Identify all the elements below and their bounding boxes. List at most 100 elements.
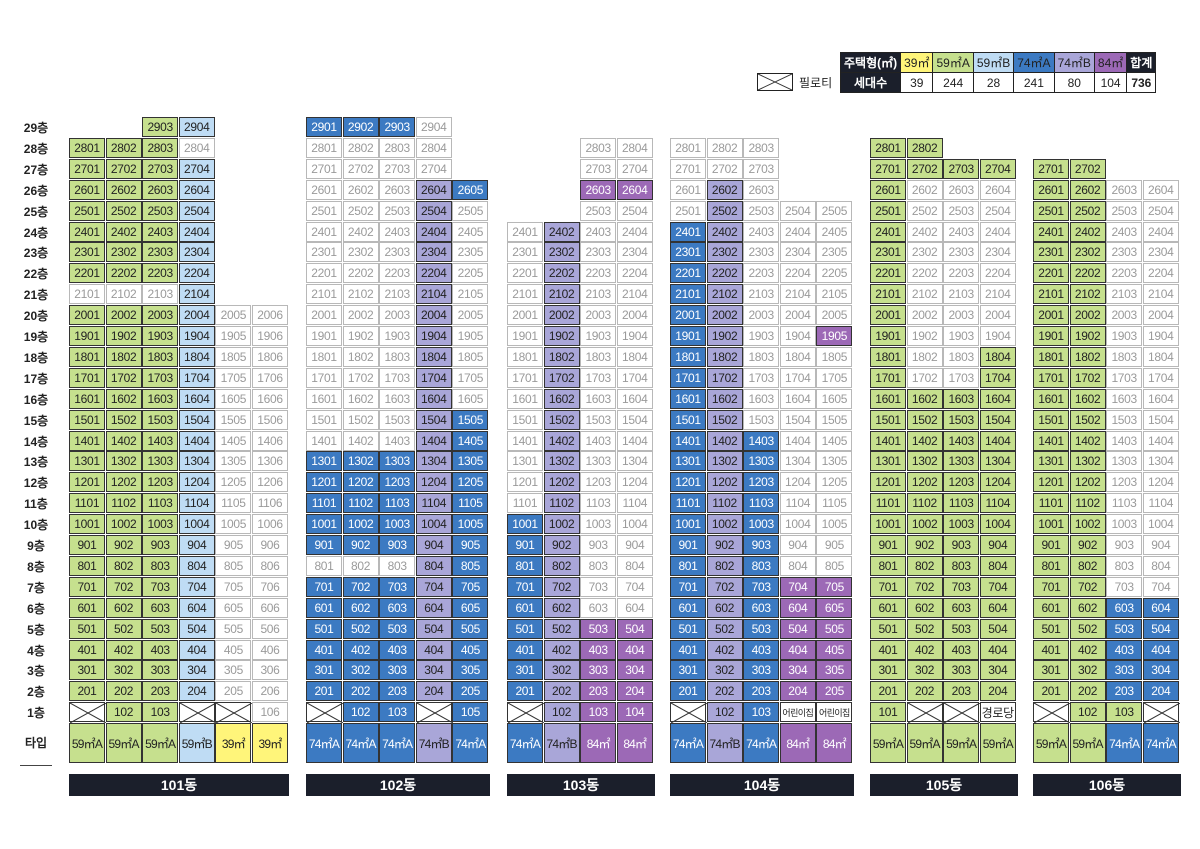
unit-cell: 2304 — [178, 242, 215, 263]
unit-cell: 404 — [779, 639, 816, 660]
unit-cell: 403 — [379, 639, 416, 660]
unit-cell: 502 — [105, 618, 142, 639]
unit-cell: 2803 — [379, 137, 416, 158]
unit-cell: 1601 — [69, 388, 105, 409]
unit-cell: 504 — [616, 618, 653, 639]
unit-cell: 304 — [616, 660, 653, 681]
unit-cell: 1902 — [1069, 326, 1106, 346]
unit-cell: 1801 — [69, 346, 105, 367]
unit-cell: 1705 — [816, 367, 853, 388]
unit-type-cell: 59㎡A — [979, 723, 1016, 764]
unit-cell: 1304 — [779, 451, 816, 472]
unit-cell: 1304 — [415, 451, 452, 472]
unit-cell: 2101 — [69, 284, 105, 305]
unit-cell: 1601 — [507, 388, 543, 409]
unit-cell: 2505 — [816, 200, 853, 221]
floor-label: 15층 — [23, 413, 49, 428]
floor-label: 7층 — [27, 580, 45, 595]
unit-cell: 502 — [543, 618, 580, 639]
unit-cell: 2103 — [580, 284, 617, 305]
unit-cell: 2503 — [1106, 200, 1143, 221]
unit-cell: 2005 — [452, 305, 489, 326]
floor-label: 28층 — [23, 141, 49, 156]
unit-cell: 1501 — [870, 409, 906, 430]
legend-type-39: 39㎡ — [900, 52, 934, 73]
unit-cell: 2403 — [743, 221, 780, 242]
unit-cell: 2303 — [743, 242, 780, 263]
unit-cell: 1403 — [1106, 430, 1143, 451]
unit-cell: 2603 — [943, 179, 980, 200]
unit-type-cell: 59㎡A — [943, 723, 980, 764]
unit-cell: 2503 — [580, 200, 617, 221]
unit-cell: 1501 — [69, 409, 105, 430]
unit-cell: 1205 — [215, 472, 252, 493]
pilotis-cell — [906, 702, 944, 724]
legend-count-header: 세대수 — [839, 72, 902, 93]
unit-cell: 1103 — [943, 493, 980, 514]
unit-cell: 2803 — [743, 137, 780, 158]
unit-cell: 2604 — [415, 179, 452, 200]
unit-cell: 401 — [670, 639, 706, 660]
unit-cell: 506 — [252, 618, 288, 639]
unit-cell: 1403 — [580, 430, 617, 451]
unit-cell: 104 — [616, 702, 653, 723]
unit-cell: 1506 — [252, 409, 288, 430]
unit-cell: 2203 — [142, 263, 179, 284]
unit-cell: 202 — [706, 681, 743, 702]
unit-cell: 2702 — [1069, 158, 1106, 179]
unit-cell: 903 — [580, 535, 617, 555]
unit-cell: 1704 — [616, 367, 653, 388]
unit-cell: 1101 — [870, 493, 906, 514]
unit-cell: 1604 — [178, 388, 215, 409]
unit-cell: 1304 — [979, 451, 1016, 472]
unit-cell: 2804 — [415, 137, 452, 158]
unit-cell: 201 — [69, 681, 105, 702]
unit-type-cell: 59㎡B — [178, 723, 215, 764]
unit-cell: 2003 — [142, 305, 179, 326]
unit-cell: 301 — [69, 660, 105, 681]
unit-cell: 303 — [743, 660, 780, 681]
unit-cell: 1501 — [1033, 409, 1069, 430]
unit-cell: 2504 — [415, 200, 452, 221]
unit-cell: 1303 — [1106, 451, 1143, 472]
unit-cell: 1302 — [543, 451, 580, 472]
unit-cell: 2701 — [306, 158, 342, 179]
unit-cell: 1402 — [105, 430, 142, 451]
pilotis-cell — [670, 702, 707, 724]
unit-cell: 1703 — [580, 367, 617, 388]
unit-type-cell: 74㎡A — [379, 723, 416, 764]
unit-cell: 901 — [870, 535, 906, 555]
unit-type-cell: 74㎡A — [507, 723, 543, 764]
unit-cell: 2402 — [1069, 221, 1106, 242]
unit-cell: 1703 — [743, 367, 780, 388]
unit-cell: 1603 — [580, 388, 617, 409]
building-name: 105동 — [870, 774, 1018, 796]
unit-cell: 2801 — [670, 137, 706, 158]
unit-cell: 1702 — [543, 367, 580, 388]
unit-cell: 2101 — [870, 284, 906, 305]
unit-cell: 1701 — [507, 367, 543, 388]
unit-cell: 1606 — [252, 388, 288, 409]
unit-cell: 302 — [342, 660, 379, 681]
unit-cell: 103 — [1106, 702, 1143, 723]
unit-cell: 1904 — [779, 326, 816, 346]
unit-cell: 1203 — [379, 472, 416, 493]
unit-cell: 704 — [979, 576, 1016, 597]
unit-cell: 1001 — [670, 514, 706, 535]
unit-cell: 1301 — [670, 451, 706, 472]
unit-cell: 2802 — [342, 137, 379, 158]
unit-cell: 2103 — [142, 284, 179, 305]
unit-cell: 702 — [105, 576, 142, 597]
unit-cell: 2701 — [1033, 158, 1069, 179]
unit-cell: 1803 — [943, 346, 980, 367]
unit-cell: 1101 — [1033, 493, 1069, 514]
unit-cell: 904 — [1142, 535, 1179, 555]
unit-type-cell: 74㎡A — [452, 723, 489, 764]
unit-cell: 903 — [142, 535, 179, 555]
unit-cell: 901 — [507, 535, 543, 555]
unit-cell: 1902 — [543, 326, 580, 346]
unit-cell: 1201 — [670, 472, 706, 493]
unit-type-cell: 74㎡A — [342, 723, 379, 764]
unit-cell: 1806 — [252, 346, 288, 367]
unit-cell: 1002 — [1069, 514, 1106, 535]
